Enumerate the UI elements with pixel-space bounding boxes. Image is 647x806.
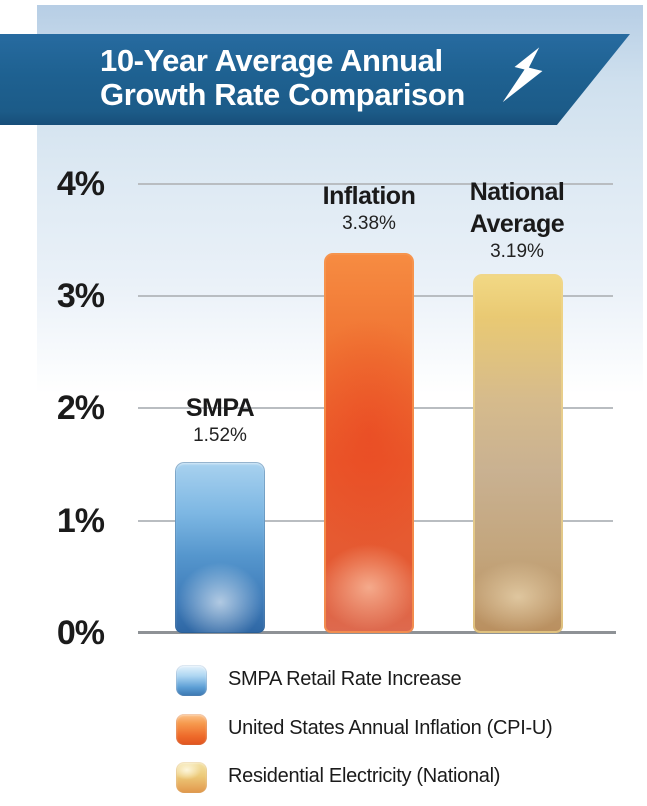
chart-title-line2: Growth Rate Comparison xyxy=(100,77,465,112)
y-tick-1pct: 1% xyxy=(56,502,105,540)
bar-value-smpa: 1.52% xyxy=(193,425,247,446)
y-tick-3pct: 3% xyxy=(56,277,105,315)
bar-name-inflation: Inflation xyxy=(322,182,416,210)
bar-national-average xyxy=(473,274,563,633)
bar-inflation xyxy=(324,253,414,633)
legend-label-smpa: SMPA Retail Rate Increase xyxy=(228,668,462,690)
chart-title-line1: 10-Year Average Annual xyxy=(100,43,443,78)
bar-label-inflation: Inflation 3.38% xyxy=(269,180,469,235)
legend-label-national: Residential Electricity (National) xyxy=(228,765,501,787)
chart-title: 10-Year Average Annual Growth Rate Compa… xyxy=(100,44,465,112)
bar-label-smpa: SMPA 1.52% xyxy=(120,392,320,447)
bar-name-average: Average xyxy=(469,210,565,238)
gridline-4pct xyxy=(138,183,613,185)
y-tick-0pct: 0% xyxy=(56,614,105,652)
legend-swatch-blue xyxy=(176,665,207,696)
y-tick-4pct: 4% xyxy=(56,165,105,203)
bar-label-national-average: National Average 3.19% xyxy=(417,176,617,263)
legend-swatch-orange xyxy=(176,714,207,745)
bar-name-smpa: SMPA xyxy=(185,394,255,422)
lightning-bolt-icon xyxy=(502,47,543,103)
legend-label-inflation: United States Annual Inflation (CPI-U) xyxy=(228,717,553,739)
legend-swatch-tan xyxy=(176,762,207,793)
bar-smpa xyxy=(175,462,265,633)
y-tick-2pct: 2% xyxy=(56,389,105,427)
bar-name-national: National xyxy=(469,178,565,206)
bar-value-national-average: 3.19% xyxy=(490,241,544,262)
title-banner: 10-Year Average Annual Growth Rate Compa… xyxy=(0,34,630,125)
bar-value-inflation: 3.38% xyxy=(342,213,396,234)
